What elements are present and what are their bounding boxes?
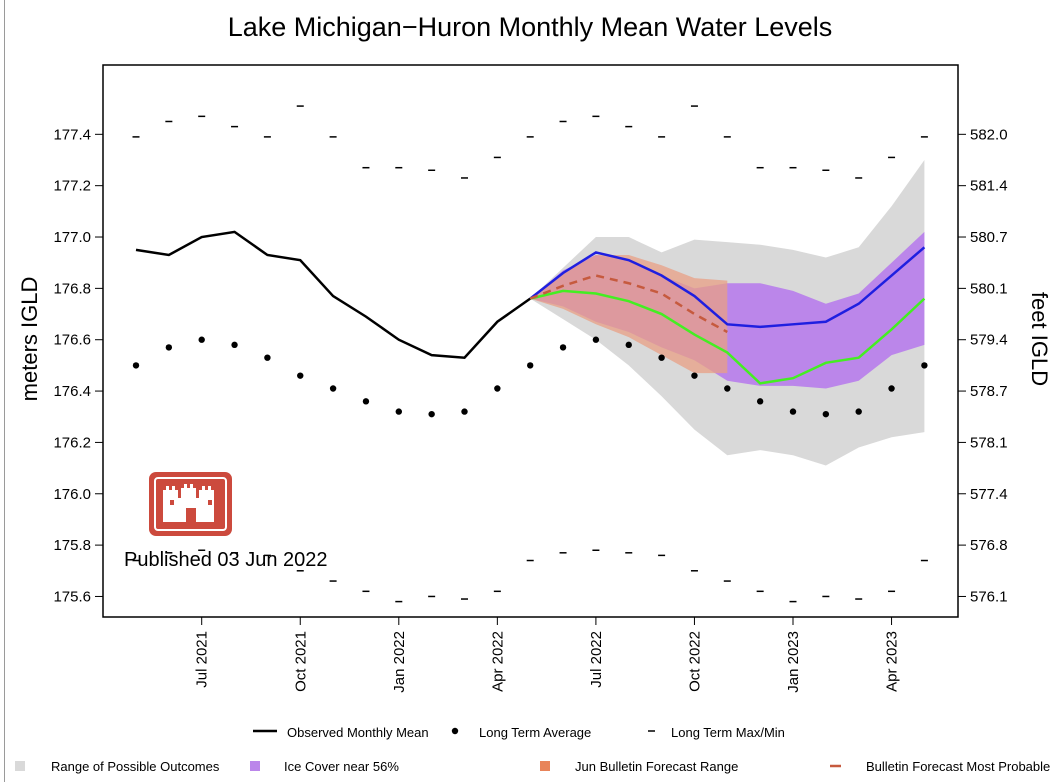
x-tick-label: Oct 2022 xyxy=(686,631,703,692)
y-tick-label-left: 177.0 xyxy=(53,229,91,246)
y-axis-label-left: meters IGLD xyxy=(17,277,42,402)
long-term-average-point xyxy=(756,398,764,405)
long-term-average-point xyxy=(428,410,435,418)
observed-monthly-mean-line xyxy=(135,230,531,359)
forecast-blue-line xyxy=(529,246,926,329)
y-tick-label-right: 576.8 xyxy=(970,537,1008,554)
long-term-average-point xyxy=(395,408,402,415)
y-tick-label-right: 578.1 xyxy=(970,434,1008,451)
x-tick-label: Apr 2022 xyxy=(489,631,506,692)
long-term-average-point xyxy=(198,336,205,343)
long-term-average-point xyxy=(264,354,271,361)
y-tick-label-left: 176.4 xyxy=(53,383,91,400)
long-term-average-point xyxy=(362,398,370,405)
chart-title: Lake Michigan−Huron Monthly Mean Water L… xyxy=(228,12,833,42)
legend-maxmin-label: Long Term Max/Min xyxy=(671,725,785,740)
y-tick-label-right: 577.4 xyxy=(970,486,1008,503)
long-term-average-point xyxy=(691,372,698,379)
long-term-average-point xyxy=(724,385,731,392)
y-tick-label-right: 576.1 xyxy=(970,588,1008,605)
y-tick-label-left: 176.6 xyxy=(53,332,91,349)
x-tick-label: Jan 2023 xyxy=(785,631,802,693)
x-tick-label: Jul 2022 xyxy=(588,631,605,688)
legend-bulletin-range-swatch xyxy=(540,761,550,771)
long-term-average-point xyxy=(658,354,665,361)
published-annotation: Published 03 Jun 2022 xyxy=(124,549,328,571)
long-term-average-point xyxy=(921,362,928,369)
y-tick-label-right: 581.4 xyxy=(970,178,1008,195)
long-term-average-point xyxy=(165,344,173,351)
legend-average-label: Long Term Average xyxy=(479,725,591,740)
legend-bulletin-range-label: Jun Bulletin Forecast Range xyxy=(575,759,738,774)
y-tick-label-left: 176.8 xyxy=(53,280,91,297)
long-term-average-point xyxy=(461,408,468,415)
y-tick-label-left: 177.2 xyxy=(53,178,91,195)
long-term-average-point xyxy=(329,385,337,392)
legend-range-swatch xyxy=(15,761,25,771)
long-term-average-point xyxy=(559,344,567,351)
long-term-average-point xyxy=(888,385,895,392)
long-term-average-point xyxy=(789,408,797,415)
marks-layer xyxy=(132,105,928,603)
plot-frame xyxy=(102,64,959,618)
x-tick-label: Apr 2023 xyxy=(884,631,901,692)
y-tick-label-left: 175.8 xyxy=(53,537,91,554)
x-tick-label: Oct 2021 xyxy=(292,631,309,692)
y-tick-label-right: 578.7 xyxy=(970,383,1008,400)
lines-layer xyxy=(135,230,926,385)
long-term-average-point xyxy=(527,362,534,369)
bands-layer xyxy=(530,159,925,466)
page-left-rule xyxy=(4,0,5,782)
legend-range-label: Range of Possible Outcomes xyxy=(51,759,220,774)
forecast-green-line xyxy=(529,289,926,385)
legend-ice-swatch xyxy=(250,761,260,771)
y-axis-label-right: feet IGLD xyxy=(1027,292,1052,386)
y-tick-label-right: 580.7 xyxy=(970,229,1008,246)
long-term-average-point xyxy=(592,336,600,343)
legend-ice-label: Ice Cover near 56% xyxy=(284,759,399,774)
bulletin-most-probable-line xyxy=(529,274,728,334)
usace-castle-logo xyxy=(149,472,232,536)
axes-layer: 175.6 576.1 175.8 576.8 176.0 577.4 176.2 578.1… xyxy=(53,126,1007,692)
y-tick-label-left: 176.2 xyxy=(53,434,91,451)
long-term-average-point xyxy=(132,362,140,369)
y-tick-label-right: 582.0 xyxy=(970,126,1008,143)
y-tick-label-left: 177.4 xyxy=(53,126,91,143)
long-term-average-point xyxy=(297,372,304,379)
x-tick-label: Jul 2021 xyxy=(194,631,211,688)
y-tick-label-left: 176.0 xyxy=(53,486,91,503)
legend: Observed Monthly Mean Long Term Average Lo… xyxy=(15,725,1050,774)
long-term-average-point xyxy=(625,341,632,349)
y-tick-label-left: 175.6 xyxy=(53,588,91,605)
long-term-average-point xyxy=(494,385,501,392)
legend-observed-label: Observed Monthly Mean xyxy=(287,725,429,740)
long-term-average-point xyxy=(855,408,862,415)
legend-most-probable-label: Bulletin Forecast Most Probable xyxy=(866,759,1050,774)
legend-average-swatch xyxy=(451,727,459,735)
long-term-average-point xyxy=(822,410,830,418)
long-term-average-point xyxy=(231,341,238,349)
y-tick-label-right: 579.4 xyxy=(970,332,1008,349)
y-tick-label-right: 580.1 xyxy=(970,280,1008,297)
x-tick-label: Jan 2022 xyxy=(391,631,408,693)
